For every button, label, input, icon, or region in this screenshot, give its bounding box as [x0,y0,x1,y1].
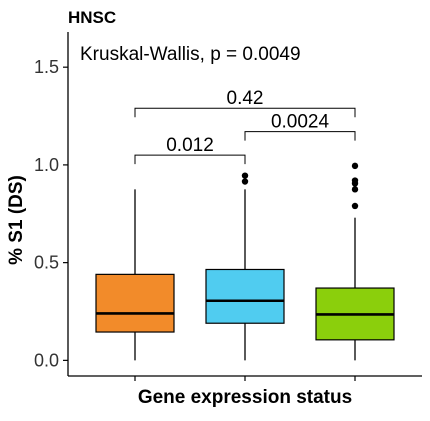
bracket-line [134,154,246,165]
outlier-point [351,162,359,170]
y-tick-label: 0.0 [34,350,59,370]
p-value-label: 0.012 [166,135,214,156]
y-tick-label: 0.5 [34,253,59,273]
box [95,273,175,333]
bracket-line [244,131,356,141]
p-value-label: 0.42 [227,88,264,109]
kruskal-wallis-annotation: Kruskal-Wallis, p = 0.0049 [80,44,301,65]
box-group-3 [315,162,395,361]
y-tick-label: 1.5 [34,57,59,77]
comparison-bracket: 0.0024 [244,112,356,141]
p-value-label: 0.0024 [271,112,330,133]
plot-layer: 0.0 0.5 1.0 1.5 0.012 0.0024 0.42 [34,32,422,381]
chart-title: HNSC [68,8,116,27]
outlier-point [351,202,359,210]
outlier-point [241,172,249,179]
x-axis-label: Gene expression status [138,387,352,408]
box [205,268,285,324]
comparison-bracket: 0.012 [134,135,246,165]
box-group-2 [205,172,285,361]
outlier-point [351,186,359,193]
box-group-1 [95,189,175,361]
bracket-line [134,107,356,118]
y-axis-label: % S1 (DS) [6,175,27,265]
outlier-point [351,177,359,184]
outlier-point [241,178,249,185]
comparison-bracket: 0.42 [134,88,356,118]
y-tick-label: 1.0 [34,155,59,175]
